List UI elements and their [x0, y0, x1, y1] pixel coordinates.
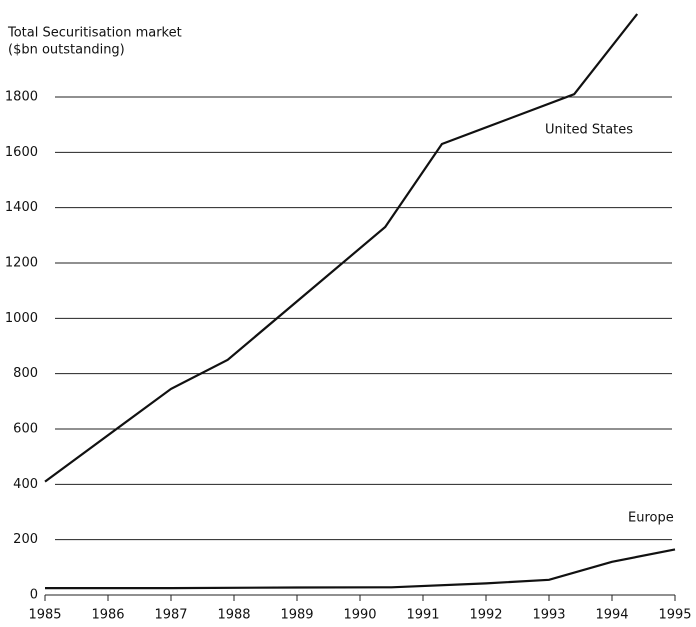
chart-subtitle: ($bn outstanding) — [8, 43, 125, 58]
y-tick-label: 400 — [13, 477, 38, 492]
y-tick-label: 1400 — [5, 200, 38, 215]
x-tick-label: 1987 — [154, 608, 187, 623]
y-tick-label: 600 — [13, 422, 38, 437]
x-tick-label: 1990 — [343, 608, 376, 623]
y-tick-label: 1800 — [5, 90, 38, 105]
x-tick-label: 1989 — [280, 608, 313, 623]
y-tick-label: 1000 — [5, 311, 38, 326]
series-label: Europe — [628, 511, 674, 526]
x-tick-label: 1993 — [532, 608, 565, 623]
x-tick-label: 1992 — [469, 608, 502, 623]
y-tick-label: 0 — [30, 588, 38, 603]
x-tick-label: 1991 — [406, 608, 439, 623]
y-tick-label: 1600 — [5, 145, 38, 160]
y-tick-label: 800 — [13, 366, 38, 381]
series-line — [44, 13, 639, 483]
x-tick-label: 1988 — [217, 608, 250, 623]
y-tick-label: 1200 — [5, 256, 38, 271]
x-tick-label: 1985 — [28, 608, 61, 623]
x-tick-label: 1986 — [91, 608, 124, 623]
x-tick-label: 1994 — [595, 608, 628, 623]
chart-title: Total Securitisation market — [7, 26, 182, 41]
series-label: United States — [545, 123, 633, 138]
y-tick-label: 200 — [13, 532, 38, 547]
series-line — [45, 548, 676, 590]
x-tick-label: 1995 — [658, 608, 691, 623]
